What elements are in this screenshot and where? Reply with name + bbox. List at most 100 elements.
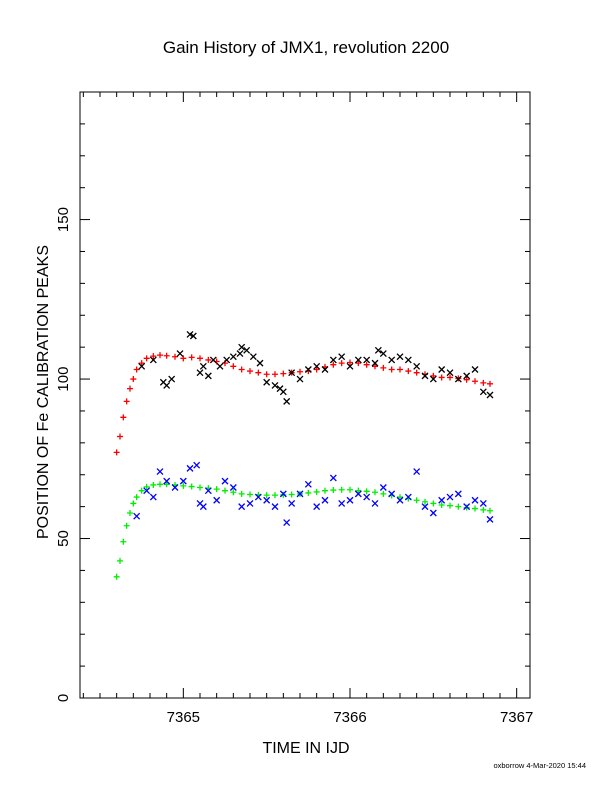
chart-title: Gain History of JMX1, revolution 2200 bbox=[163, 38, 449, 57]
data-point bbox=[379, 350, 387, 357]
data-point bbox=[355, 487, 362, 494]
data-point bbox=[117, 557, 123, 564]
data-point bbox=[256, 359, 264, 367]
x-tick-label: 7366 bbox=[333, 709, 366, 726]
data-point bbox=[221, 477, 229, 485]
data-point bbox=[338, 486, 345, 493]
y-tick-label: 150 bbox=[55, 207, 72, 232]
data-point bbox=[363, 356, 371, 364]
data-point bbox=[372, 489, 378, 496]
data-point bbox=[255, 369, 262, 376]
data-point bbox=[454, 375, 462, 383]
data-point bbox=[380, 364, 387, 371]
data-point bbox=[480, 379, 487, 386]
data-point bbox=[189, 332, 197, 340]
data-points bbox=[113, 330, 494, 580]
data-point bbox=[163, 481, 170, 488]
data-point bbox=[283, 519, 291, 527]
data-point bbox=[120, 414, 127, 421]
data-point bbox=[438, 502, 445, 509]
data-point bbox=[471, 496, 479, 504]
plot-frame bbox=[79, 91, 531, 699]
data-point bbox=[138, 487, 145, 494]
data-point bbox=[304, 366, 312, 373]
data-point bbox=[157, 481, 163, 488]
data-point bbox=[413, 362, 421, 370]
data-point bbox=[313, 503, 321, 511]
data-point bbox=[205, 356, 212, 363]
data-point bbox=[355, 360, 362, 367]
data-point bbox=[123, 398, 130, 405]
data-point bbox=[263, 492, 270, 499]
data-point bbox=[130, 376, 137, 383]
data-point bbox=[330, 361, 337, 368]
data-point bbox=[204, 372, 212, 380]
data-point bbox=[471, 366, 479, 373]
data-point bbox=[396, 353, 404, 361]
data-point bbox=[404, 356, 412, 364]
data-point bbox=[297, 368, 303, 375]
data-point bbox=[138, 362, 146, 370]
data-point bbox=[472, 505, 478, 512]
data-point bbox=[486, 391, 494, 399]
data-point bbox=[487, 380, 493, 387]
data-point bbox=[330, 487, 337, 494]
data-point bbox=[133, 494, 140, 501]
y-tick-label: 0 bbox=[55, 694, 72, 702]
data-point bbox=[313, 362, 321, 370]
y-tick-label: 50 bbox=[55, 530, 72, 547]
data-point bbox=[296, 375, 304, 383]
data-point bbox=[199, 362, 207, 370]
data-point bbox=[447, 502, 453, 509]
data-point bbox=[463, 376, 470, 383]
data-point bbox=[143, 483, 150, 490]
data-point bbox=[313, 488, 320, 495]
data-point bbox=[149, 493, 157, 501]
data-point bbox=[209, 356, 217, 364]
data-point bbox=[279, 490, 287, 498]
data-point bbox=[157, 352, 163, 359]
data-point bbox=[430, 372, 437, 379]
data-point bbox=[163, 352, 170, 359]
data-point bbox=[229, 484, 237, 491]
data-point bbox=[197, 484, 203, 491]
data-point bbox=[397, 494, 403, 501]
data-point bbox=[113, 449, 120, 456]
data-point bbox=[446, 493, 454, 501]
data-point bbox=[296, 490, 304, 498]
data-point bbox=[422, 498, 428, 505]
data-point bbox=[321, 366, 329, 373]
data-point bbox=[246, 499, 254, 507]
data-point bbox=[479, 499, 487, 507]
data-point bbox=[272, 371, 278, 378]
data-point bbox=[156, 468, 164, 476]
data-point bbox=[238, 366, 245, 373]
data-point bbox=[438, 374, 445, 381]
data-point bbox=[272, 492, 278, 499]
data-point bbox=[413, 369, 420, 376]
data-point bbox=[236, 350, 244, 357]
data-point bbox=[143, 355, 150, 362]
data-point bbox=[405, 368, 412, 375]
data-point bbox=[127, 385, 133, 392]
data-point bbox=[447, 374, 453, 381]
data-point bbox=[379, 484, 387, 491]
data-point bbox=[279, 388, 287, 396]
data-point bbox=[413, 468, 421, 476]
data-point bbox=[388, 356, 396, 364]
data-point bbox=[429, 509, 437, 517]
data-point bbox=[222, 487, 228, 494]
data-point bbox=[247, 491, 253, 498]
data-point bbox=[117, 433, 123, 440]
data-point bbox=[143, 487, 151, 495]
y-axis-label: POSITION OF Fe CALIBRATION PEAKS bbox=[35, 245, 52, 539]
data-point bbox=[347, 486, 353, 493]
data-point bbox=[280, 491, 287, 498]
data-point bbox=[322, 487, 328, 494]
data-point bbox=[363, 488, 370, 495]
data-point bbox=[127, 510, 133, 517]
data-point bbox=[371, 499, 379, 507]
data-point bbox=[249, 353, 257, 361]
data-point bbox=[347, 359, 353, 366]
